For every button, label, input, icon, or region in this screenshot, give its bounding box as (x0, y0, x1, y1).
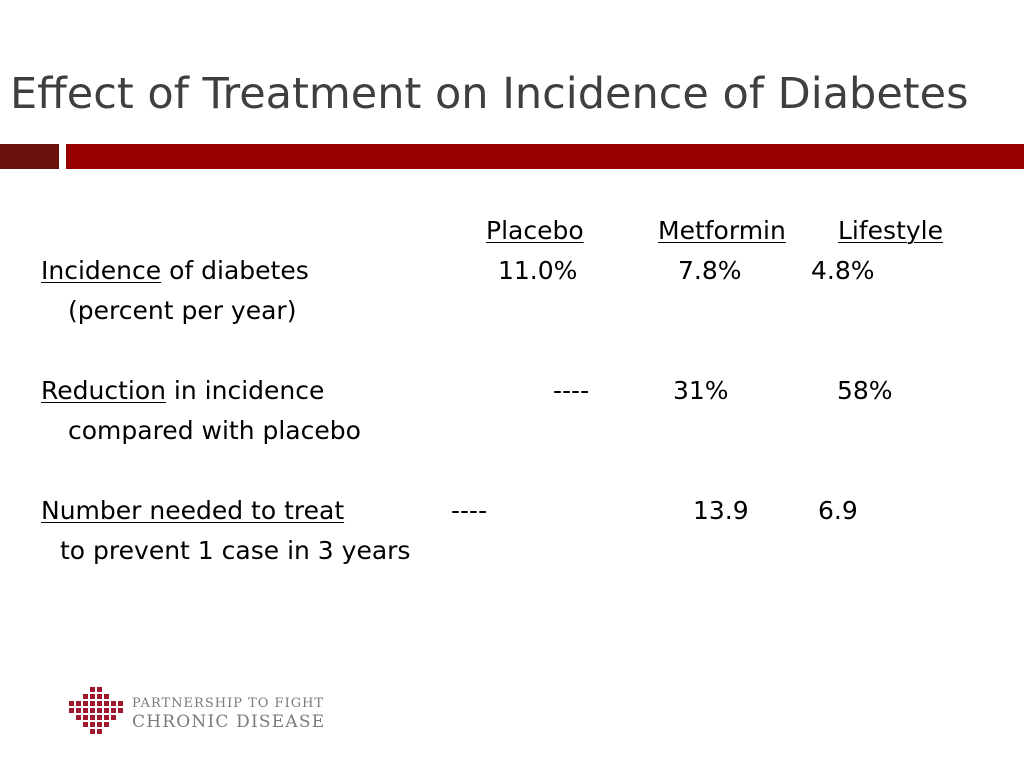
row-incidence-lifestyle: 4.8% (811, 256, 875, 285)
row-incidence-placebo: 11.0% (498, 256, 578, 285)
row-reduction-label-rest: in incidence (165, 376, 325, 405)
row-nnt-label-underlined: Number needed to treat (41, 496, 345, 525)
row-reduction-label: Reduction in incidence (41, 376, 324, 406)
row-incidence-label: Incidence of diabetes (41, 256, 309, 286)
partnership-logo: PARTNERSHIP TO FIGHT CHRONIC DISEASE (66, 686, 336, 738)
header-lifestyle: Lifestyle (838, 216, 944, 245)
title-bar-right-accent (66, 144, 1024, 169)
row-reduction-lifestyle: 58% (837, 376, 893, 405)
header-metformin: Metformin (658, 216, 786, 245)
title-bar-left-accent (0, 144, 59, 169)
logo-text-line2: CHRONIC DISEASE (132, 712, 326, 732)
row-reduction-metformin: 31% (673, 376, 729, 405)
row-incidence-label-rest: of diabetes (161, 256, 309, 285)
row-reduction-label-underlined: Reduction (41, 376, 166, 405)
row-nnt-lifestyle: 6.9 (818, 496, 858, 525)
row-incidence-label-line2: (percent per year) (68, 296, 297, 325)
row-nnt-metformin: 13.9 (693, 496, 749, 525)
row-incidence-metformin: 7.8% (678, 256, 742, 285)
row-reduction-label-line2: compared with placebo (68, 416, 361, 445)
row-incidence-label-underlined: Incidence (41, 256, 162, 285)
row-reduction-placebo: ---- (553, 376, 590, 405)
slide-title: Effect of Treatment on Incidence of Diab… (10, 69, 969, 119)
logo-text-line1: PARTNERSHIP TO FIGHT (132, 696, 325, 711)
row-nnt-label-line2: to prevent 1 case in 3 years (60, 536, 411, 565)
header-placebo: Placebo (486, 216, 584, 245)
row-nnt-label: Number needed to treat (41, 496, 344, 526)
red-cross-grid-logo-icon (69, 687, 123, 734)
row-nnt-placebo: ---- (451, 496, 488, 525)
